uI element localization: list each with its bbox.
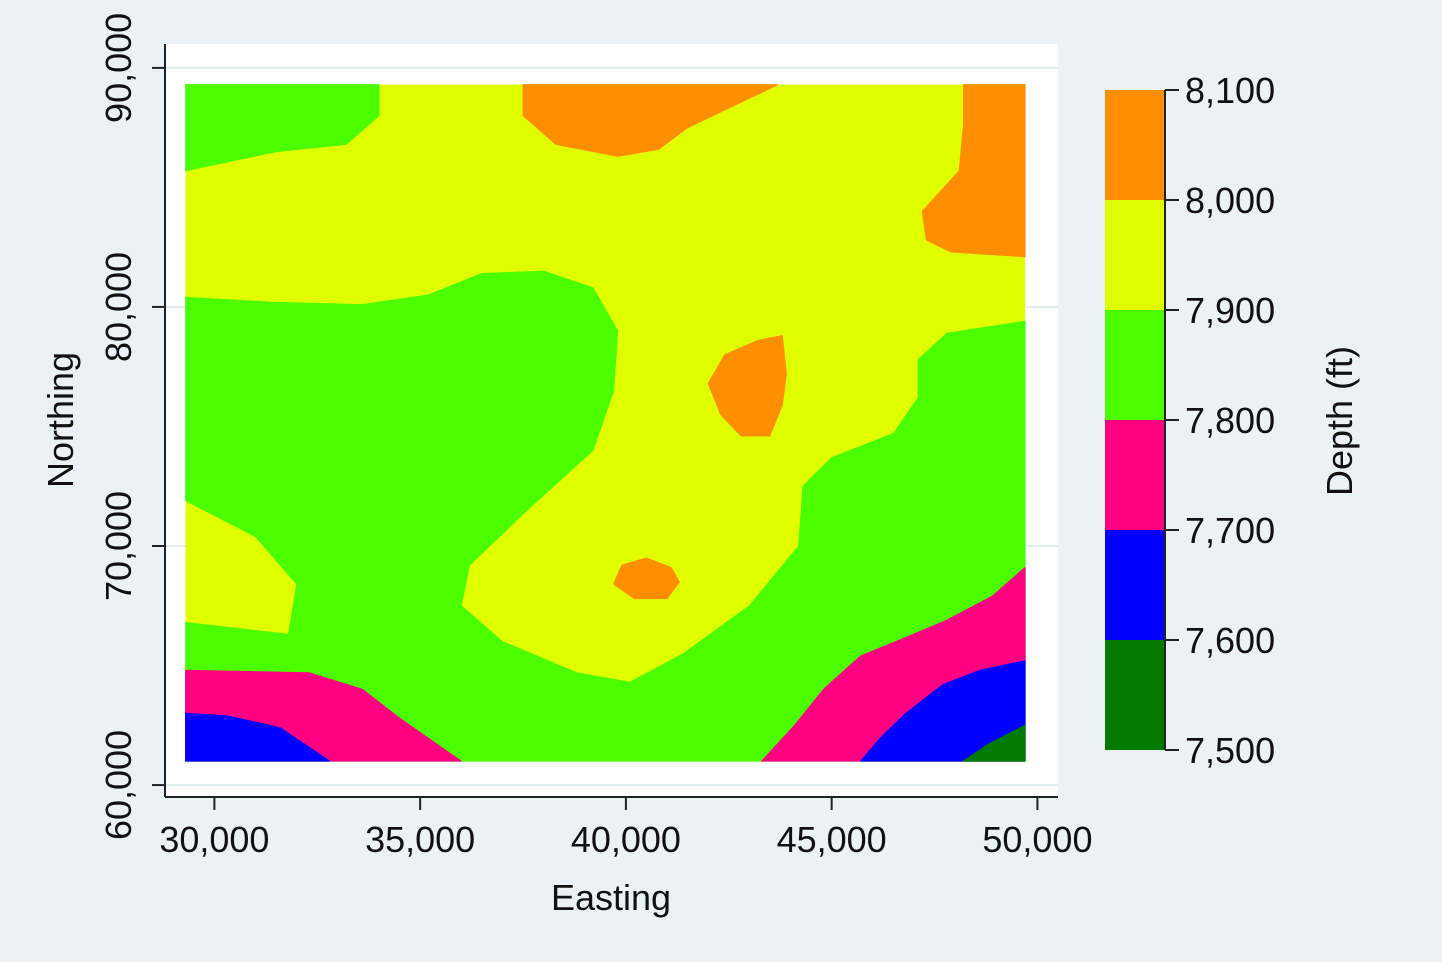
x-axis-title: Easting — [551, 877, 671, 918]
colorbar-tick-label: 8,100 — [1185, 70, 1275, 111]
colorbar-swatch — [1105, 310, 1165, 420]
y-tick-label: 70,000 — [98, 491, 139, 601]
contour-region-8000-8100 — [707, 335, 787, 437]
contour-region-7800-7900 — [185, 84, 380, 172]
contour-region-8000-8100 — [921, 84, 1026, 258]
colorbar-tick-label: 7,700 — [1185, 510, 1275, 551]
colorbar-swatch — [1105, 420, 1165, 530]
colorbar-tick-label: 7,800 — [1185, 400, 1275, 441]
y-axis-ticks: 60,000 70,000 80,000 90,000 — [98, 13, 165, 840]
x-tick-label: 45,000 — [777, 819, 887, 860]
colorbar-tick-label: 8,000 — [1185, 180, 1275, 221]
x-tick-label: 40,000 — [571, 819, 681, 860]
y-tick-label: 80,000 — [98, 252, 139, 362]
colorbar-swatch — [1105, 530, 1165, 640]
x-tick-label: 35,000 — [365, 819, 475, 860]
contour-regions — [185, 84, 1026, 762]
contour-region-7500-7600 — [962, 724, 1026, 762]
colorbar-title: Depth (ft) — [1319, 346, 1360, 496]
x-axis-ticks: 30,000 35,000 40,000 45,000 50,000 — [159, 797, 1092, 860]
colorbar-swatch — [1105, 200, 1165, 310]
colorbar-tick-label: 7,600 — [1185, 620, 1275, 661]
contour-region-8000-8100 — [522, 84, 779, 157]
contour-region-7600-7700 — [185, 712, 331, 762]
y-axis-title: Northing — [40, 352, 81, 488]
axes — [164, 44, 1058, 798]
y-tick-label: 90,000 — [98, 13, 139, 123]
colorbar-swatch — [1105, 640, 1165, 750]
y-tick-label: 60,000 — [98, 730, 139, 840]
colorbar-legend: 7,500 7,600 7,700 7,800 7,900 8,000 8,100 — [1105, 70, 1275, 771]
contour-region-8000-8100 — [613, 557, 680, 600]
x-tick-label: 50,000 — [982, 819, 1092, 860]
colorbar-tick-label: 7,500 — [1185, 730, 1275, 771]
x-tick-label: 30,000 — [159, 819, 269, 860]
colorbar-tick-label: 7,900 — [1185, 290, 1275, 331]
colorbar-swatch — [1105, 90, 1165, 200]
